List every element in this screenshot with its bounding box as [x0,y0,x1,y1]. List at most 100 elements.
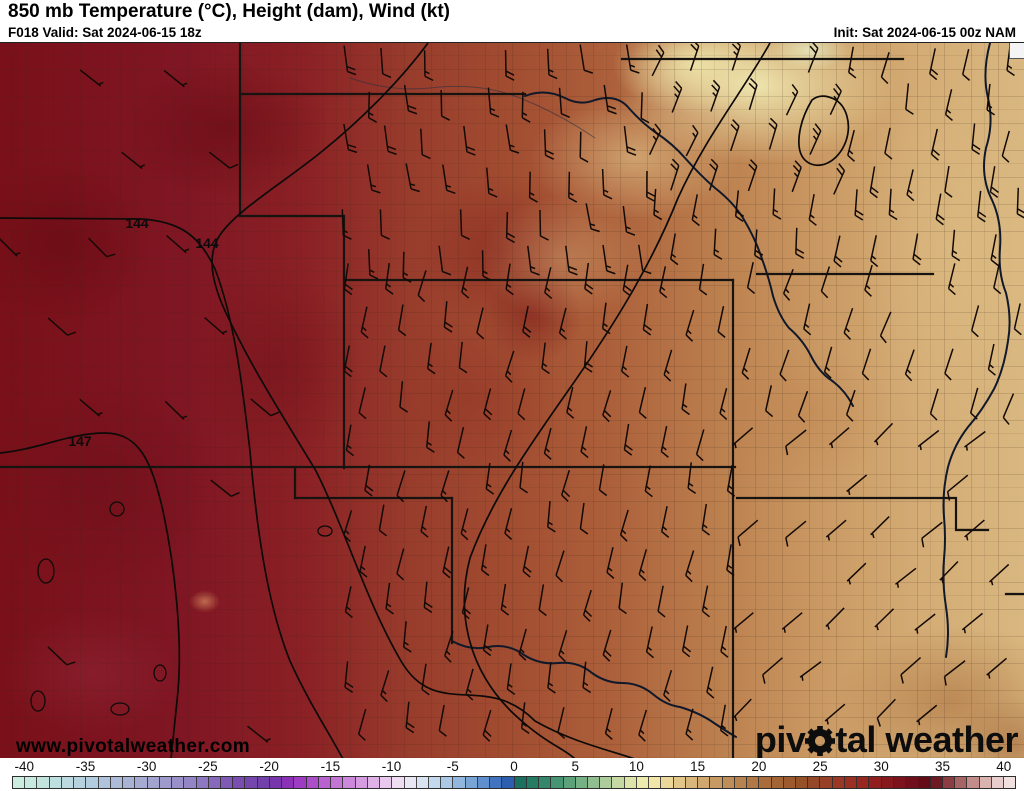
colorbar-cell [881,777,894,788]
wind-barb [440,470,450,503]
wind-barb [47,646,76,666]
wind-barb [879,311,892,344]
colorbar-cell [832,777,845,788]
wind-barb [442,164,456,194]
wind-barb [421,663,430,696]
colorbar-cell [918,777,931,788]
colorbar-cell [208,777,221,788]
wind-barb [506,663,516,695]
wind-barb [482,624,493,657]
wind-barb [977,190,987,223]
wind-barb [397,304,407,337]
wind-barb [459,209,471,240]
colorbar-footer: -40 -35 -30 -25 -20 -15 -10 -5 0 5 10 15 20 25 30 35 40 [0,758,1024,791]
colorbar-cell [416,777,429,788]
wind-barb [989,166,999,198]
colorbar-cell [135,777,148,788]
map-edge-cutout [1009,43,1024,59]
colorbar-tick-labels: -40 -35 -30 -25 -20 -15 -10 -5 0 5 10 15 20 25 30 35 40 [12,759,1016,775]
wind-barb [876,698,896,727]
wind-barb [726,464,736,497]
wind-barb [906,169,915,202]
wind-barb [364,464,374,497]
wind-barb [359,545,368,578]
wind-barb [904,349,915,382]
wind-barb [914,613,936,634]
wind-barb [505,211,516,244]
wind-barb [438,245,452,276]
colorbar-cell [355,777,368,788]
wind-barb [0,237,21,257]
colorbar-cell [306,777,319,788]
wind-barb [772,188,782,220]
wind-barb [746,262,756,294]
wind-barb [754,229,764,261]
wind-barb [741,347,751,380]
wind-barb [580,426,589,459]
wind-barb [527,245,540,276]
wind-barb [619,509,629,542]
contour-label: 147 [68,433,92,449]
map-canvas[interactable]: 144 144 147 www.pivotalweather.com piv tal … [0,42,1024,760]
wind-barb [604,708,613,741]
wind-barb [964,519,985,541]
wind-barb [717,306,726,338]
wind-barb [405,163,420,193]
colorbar-cell [893,777,907,788]
colorbar-cell [771,777,784,788]
colorbar-cell [869,777,882,788]
wind-barb [483,388,493,421]
wind-barb [405,701,415,734]
wind-barb [164,400,188,421]
colorbar-tick-label: 30 [873,759,889,774]
wind-barb [720,625,729,658]
wind-barb [695,429,705,462]
colorbar-tick-label: -30 [136,759,157,774]
wind-barb [341,209,352,240]
wind-barb [638,709,648,742]
wind-barb [555,550,565,583]
wind-barb [884,127,893,160]
wind-barb [456,426,465,459]
wind-barb [544,267,553,300]
colorbar-cell [245,777,258,788]
wind-barb [402,621,412,653]
wind-barb [670,158,680,191]
wind-barb [785,83,799,116]
wind-barb [747,159,758,192]
wind-barb [250,398,280,417]
colorbar-cell [49,777,62,788]
wind-barb [888,188,898,221]
wind-barb [343,345,353,378]
wind-barb [518,628,527,661]
wind-barb [504,350,515,383]
wind-barb [1016,187,1024,219]
wind-barb [519,461,528,494]
colorbar-cell [991,777,1004,788]
contour-144-west [0,217,344,759]
wind-barb [719,388,728,421]
wind-barb [528,171,538,203]
colorbar-tick-label: 0 [510,759,518,774]
wind-barb [444,389,454,422]
wind-barb [558,307,567,340]
wind-barb [622,206,636,236]
wind-barb [685,550,695,583]
wind-barb [601,168,613,200]
wind-barb [539,209,549,241]
wind-barb [671,80,683,113]
wind-barb [423,50,434,82]
colorbar-cell [747,777,760,788]
wind-barb [825,607,845,630]
wind-barb [971,123,981,155]
wind-barb [828,427,850,449]
wind-barb [623,126,637,156]
wind-barb [970,305,980,338]
colorbar-cell [624,777,637,788]
logo-text-post: tal weather [835,719,1018,760]
init-time-label: Init: Sat 2024-06-15 00z NAM [833,25,1016,40]
wind-barb [625,44,640,74]
wind-barb [642,303,652,336]
colorbar-cell [673,777,686,788]
wind-barb [846,562,867,585]
